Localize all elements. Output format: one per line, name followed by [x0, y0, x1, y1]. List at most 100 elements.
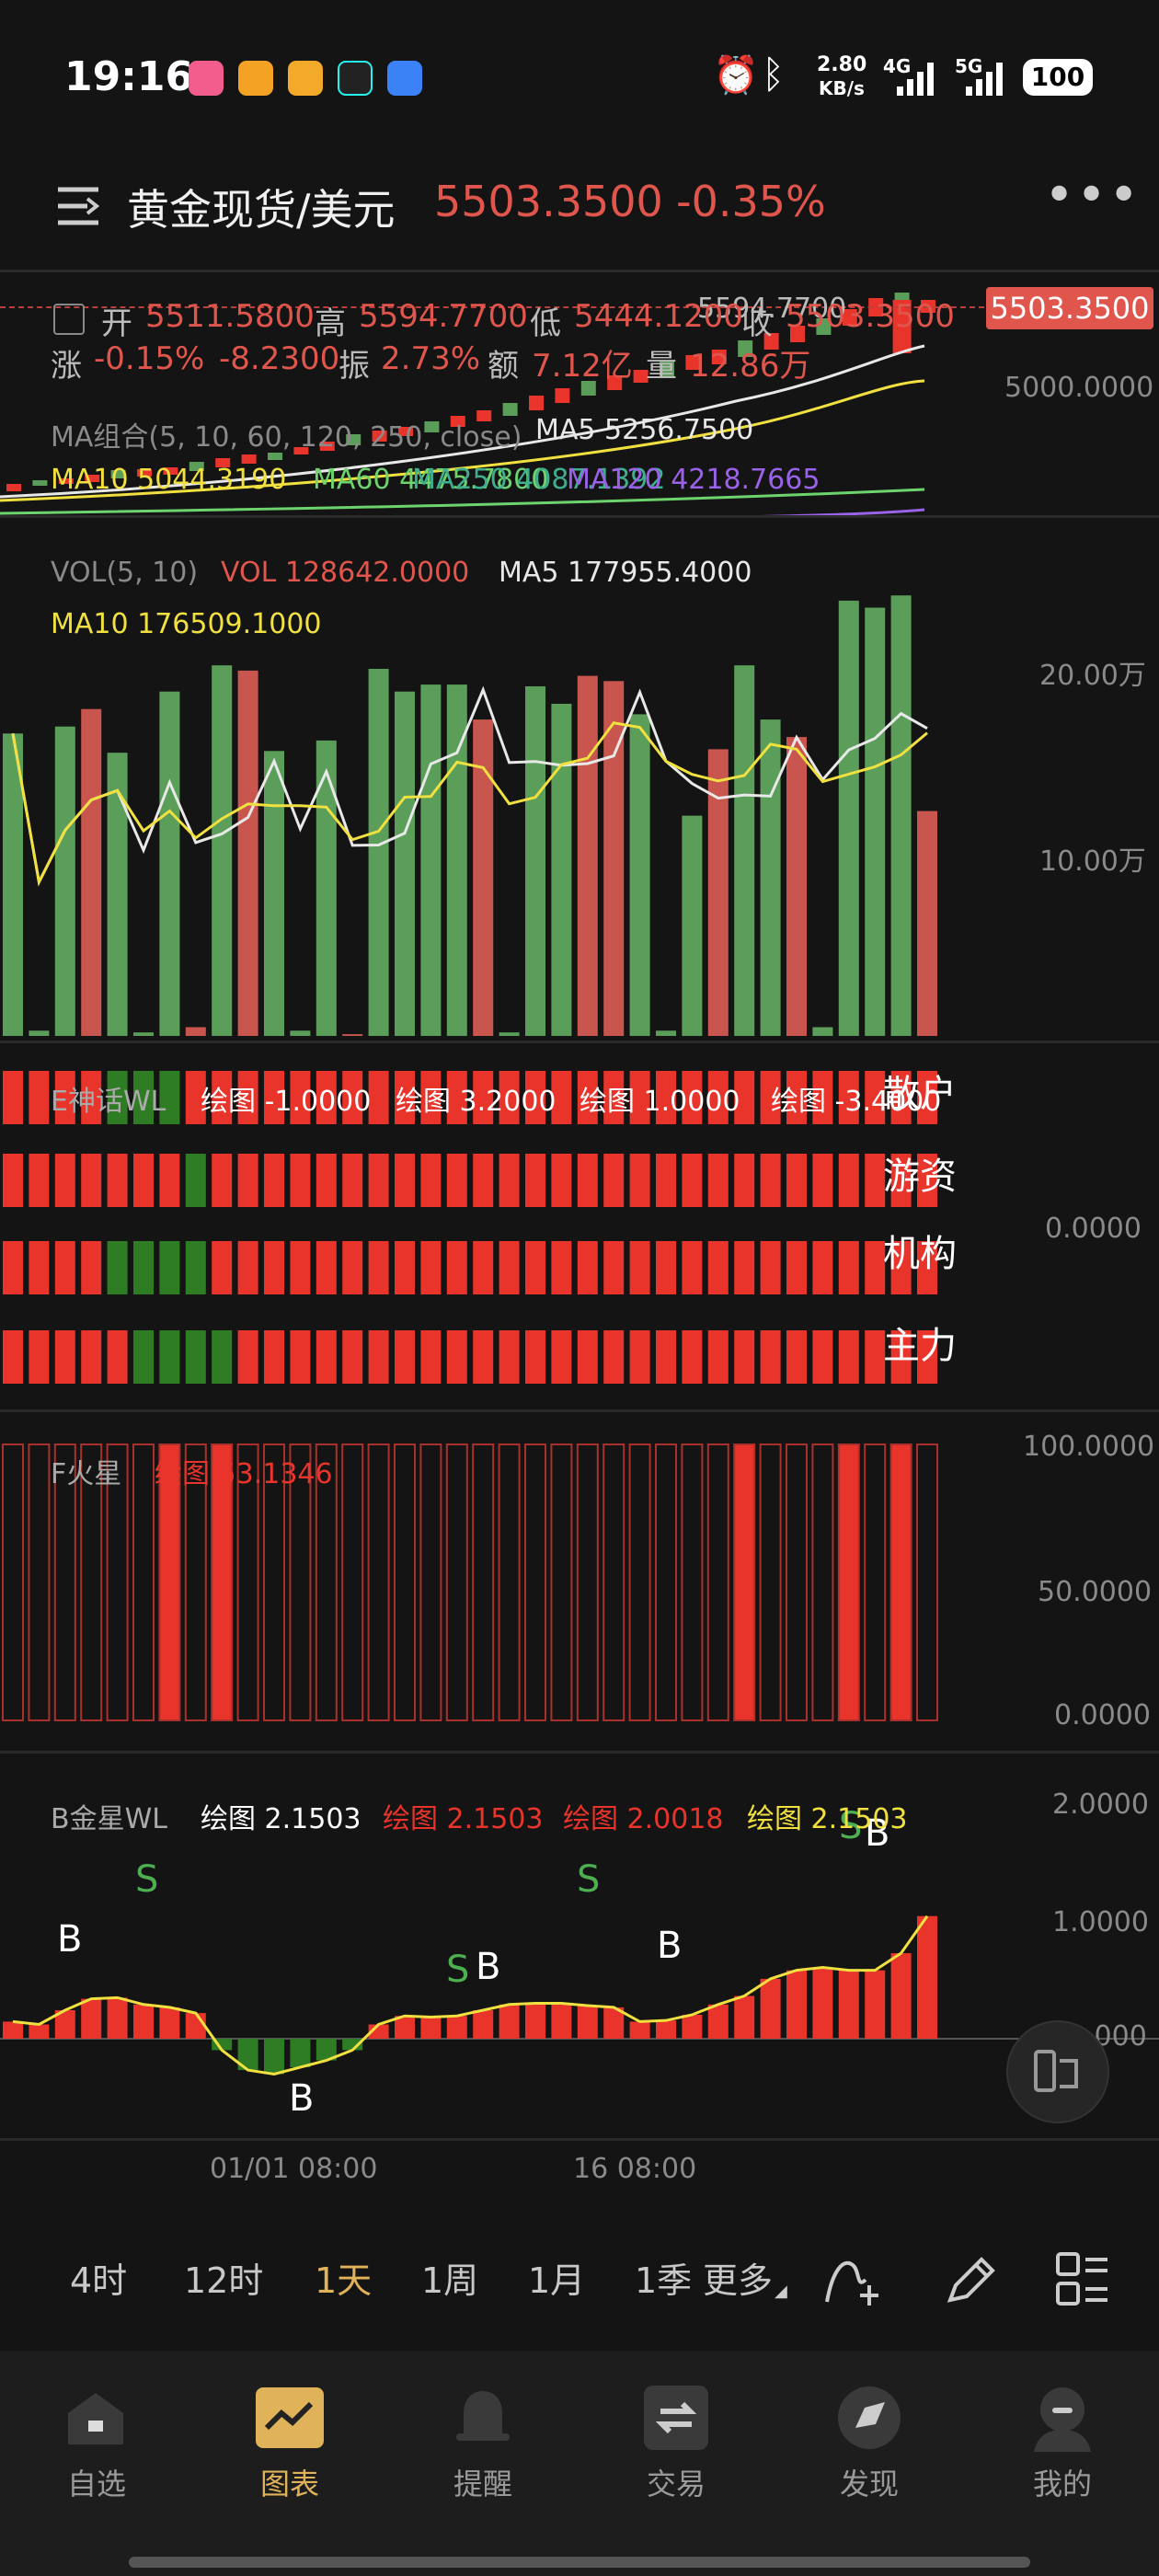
shenhua-bar	[185, 1154, 206, 1207]
shenhua-bar	[577, 1330, 598, 1384]
huoxing-axis-100: 100.0000	[1023, 1431, 1155, 1463]
low-label: 低	[530, 305, 561, 342]
volume-bar	[760, 719, 781, 1036]
shenhua-bar	[682, 1071, 703, 1124]
tab-1q[interactable]: 1季	[635, 2260, 693, 2301]
shenhua-bar	[473, 1071, 494, 1124]
candle	[268, 453, 282, 460]
candle	[137, 469, 152, 477]
volume-bar	[499, 1032, 520, 1036]
symbol-title[interactable]: 黄金现货/美元	[127, 185, 396, 235]
app-icon-bilibili	[189, 61, 224, 96]
volume-panel[interactable]: VOL(5, 10) VOL 128642.0000 MA5 177955.40…	[0, 518, 1159, 1042]
amount-label: 额	[488, 348, 519, 385]
huoxing-bar	[28, 1443, 51, 1721]
shenhua-bar	[290, 1154, 311, 1207]
shenhua-title: E神话WL	[51, 1086, 166, 1118]
shenhua-panel[interactable]: E神话WL 绘图 -1.0000 绘图 3.2000 绘图 1.0000 绘图 …	[0, 1043, 1159, 1411]
more-options-icon[interactable]: •••	[1044, 166, 1142, 225]
huoxing-bar	[602, 1443, 625, 1721]
landscape-toggle-button[interactable]	[1006, 2020, 1109, 2123]
shenhua-bar	[107, 1241, 128, 1294]
tab-1m[interactable]: 1月	[528, 2260, 586, 2301]
shenhua-bar	[917, 1154, 937, 1207]
volume-bar	[707, 749, 729, 1036]
candle-chart	[0, 293, 935, 517]
volume-bar	[890, 595, 912, 1036]
nav-chart[interactable]: 图表	[193, 2351, 386, 2553]
huoxing-bar	[53, 1443, 76, 1721]
shenhua-bar	[3, 1330, 23, 1384]
huoxing-panel[interactable]: F火星 绘图 53.1346 100.0000 50.0000 0.0000	[0, 1412, 1159, 1753]
shenhua-bar	[264, 1154, 284, 1207]
vol-title: VOL(5, 10)	[51, 557, 199, 589]
jinxing-bar	[525, 2003, 545, 2039]
huoxing-bar	[211, 1443, 234, 1721]
nav-trade[interactable]: 交易	[580, 2351, 773, 2553]
shenhua-bar	[29, 1241, 50, 1294]
jinxing-bar	[734, 1995, 755, 2039]
shenhua-bar	[420, 1154, 442, 1207]
nav-watchlist[interactable]: 自选	[0, 2351, 193, 2553]
huoxing-bar	[472, 1443, 495, 1721]
ma10-label: MA10 5044.3190	[51, 464, 287, 496]
jinxing-axis-2: 2.0000	[1052, 1788, 1149, 1821]
shenhua-bar	[760, 1241, 781, 1294]
draw-pencil-icon[interactable]	[943, 2250, 1000, 2307]
shenhua-bar	[890, 1241, 912, 1294]
indicator-add-icon[interactable]	[823, 2252, 888, 2307]
shenhua-bar	[212, 1154, 233, 1207]
huoxing-axis-50: 50.0000	[1038, 1576, 1153, 1608]
menu-icon[interactable]	[51, 182, 106, 230]
jinxing-bar	[812, 1967, 833, 2039]
app-icon-app	[288, 61, 323, 96]
net-unit: KB/s	[819, 77, 865, 99]
price-panel[interactable]: 5594.7700 5503.3500 5000.0000 开 5511.580…	[0, 272, 1159, 517]
tab-12h[interactable]: 12时	[184, 2260, 264, 2301]
tab-1w[interactable]: 1周	[421, 2260, 479, 2301]
shenhua-bar	[3, 1241, 23, 1294]
nav-alerts[interactable]: 提醒	[386, 2351, 580, 2553]
shenhua-bar	[185, 1241, 206, 1294]
candle	[502, 403, 518, 416]
shenhua-bar	[812, 1330, 833, 1384]
shenhua-bar	[603, 1071, 625, 1124]
collapse-icon[interactable]	[53, 304, 85, 335]
shenhua-bar	[499, 1330, 520, 1384]
shenhua-bar	[473, 1154, 494, 1207]
battery-icon: 100	[1023, 59, 1093, 96]
shenhua-bar	[54, 1071, 75, 1124]
nav-discover[interactable]: 发现	[773, 2351, 966, 2553]
shenhua-bar	[812, 1241, 833, 1294]
huoxing-bar	[289, 1443, 312, 1721]
shenhua-bar	[133, 1330, 154, 1384]
jinxing-bar	[316, 2039, 337, 2061]
tab-4h[interactable]: 4时	[70, 2260, 128, 2301]
shenhua-bar	[107, 1330, 128, 1384]
tab-more[interactable]: 更多	[703, 2260, 774, 2301]
tab-1d[interactable]: 1天	[315, 2260, 373, 2301]
volume-bar	[237, 670, 258, 1036]
nav-label-chart: 图表	[259, 2467, 319, 2501]
shenhua-bar	[264, 1241, 284, 1294]
shenhua-bar	[368, 1330, 389, 1384]
open-label: 开	[101, 305, 132, 342]
shenhua-bar	[525, 1071, 545, 1124]
nav-profile[interactable]: 我的	[966, 2351, 1159, 2553]
nav-label-profile: 我的	[1032, 2467, 1092, 2501]
signal-4g: 4G	[883, 55, 912, 77]
candle	[660, 361, 674, 377]
shenhua-bar	[865, 1154, 886, 1207]
shenhua-bar	[316, 1241, 337, 1294]
shenhua-bar	[237, 1330, 258, 1384]
jinxing-p1: 绘图 2.1503	[201, 1803, 361, 1835]
amp-value: 2.73%	[381, 340, 481, 377]
shenhua-bar	[760, 1330, 781, 1384]
signal-icon	[897, 63, 934, 96]
volume-bar	[656, 1030, 676, 1036]
ma60-line	[0, 488, 925, 515]
jinxing-bar	[682, 2014, 703, 2039]
layout-grid-icon[interactable]	[1054, 2250, 1111, 2307]
candle	[529, 396, 544, 410]
